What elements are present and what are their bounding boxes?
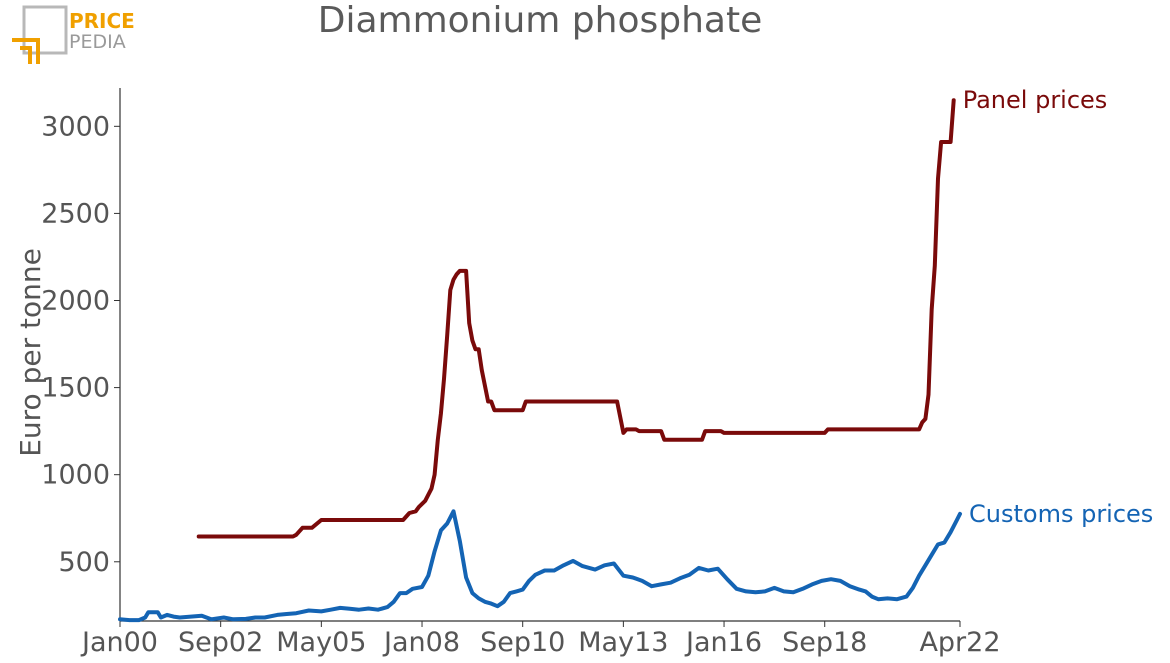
logo-bracket-accent: [12, 38, 40, 64]
y-tick-label: 1500: [41, 373, 110, 404]
x-tick-label: Sep18: [782, 627, 867, 658]
x-tick-label: Jan16: [684, 627, 762, 658]
y-tick-label: 2000: [41, 286, 110, 317]
x-tick-label: Sep02: [178, 627, 263, 658]
chart-title: Diammonium phosphate: [317, 0, 763, 41]
x-tick-label: May05: [276, 627, 366, 658]
y-axis-title: Euro per tonne: [14, 248, 47, 457]
series-line-panel-prices: [196, 98, 956, 539]
logo-word-price: PRICE: [69, 9, 135, 33]
y-tick-label: 1000: [41, 460, 110, 491]
y-tick-label: 3000: [41, 111, 110, 142]
x-tick-label: Apr22: [919, 627, 1000, 658]
y-tick-label: 2500: [41, 198, 110, 229]
chart-series-labels: Panel prices Customs prices: [963, 86, 1154, 528]
logo-mark: PRICE PEDIA: [12, 5, 135, 64]
y-tick-label: 500: [58, 547, 110, 578]
logo-bracket-inner: [20, 46, 32, 64]
x-tick-label: Sep10: [480, 627, 565, 658]
x-tick-label: Jan08: [382, 627, 460, 658]
series-line-customs-prices: [118, 509, 962, 623]
series-label: Customs prices: [969, 500, 1153, 528]
logo-word-pedia: PEDIA: [69, 31, 126, 53]
logo-frame-outer: [22, 5, 68, 55]
chart-series: [118, 98, 962, 623]
chart-axes: 500 1000 1500 2000 2500 3000 Jan00 Sep02 May05 Ja…: [14, 88, 1001, 658]
series-label: Panel prices: [963, 86, 1108, 114]
x-tick-label: Jan00: [80, 627, 158, 658]
pricepedia-logo: PRICE PEDIA: [10, 4, 150, 66]
x-tick-label: May13: [578, 627, 668, 658]
